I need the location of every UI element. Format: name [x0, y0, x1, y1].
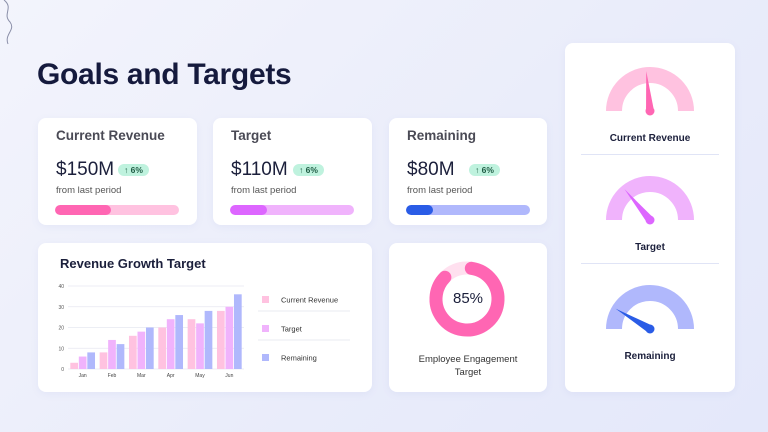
kpi-subtext: from last period — [56, 185, 122, 196]
engagement-value: 85% — [452, 290, 484, 307]
bar-current-revenue — [158, 327, 167, 369]
bar-target — [196, 323, 204, 369]
bar-current-revenue — [216, 310, 225, 369]
kpi-card-target: Target $110M ↑ 6% from last period — [213, 118, 372, 225]
gauge-arc — [606, 67, 694, 112]
progress-bar — [230, 205, 354, 215]
revenue-growth-bar-chart: 0 10 20 30 40 Jan Feb Mar Apr May Jun Current Reven… — [58, 284, 350, 379]
gauge-arc — [606, 176, 694, 221]
gauge-label: Remaining — [624, 351, 676, 362]
bar-remaining — [87, 352, 96, 369]
progress-fill — [230, 205, 268, 215]
x-tick-label: May — [195, 373, 205, 379]
donut-progress — [429, 261, 505, 337]
progress-fill — [55, 205, 111, 215]
y-tick-label: 0 — [61, 367, 64, 373]
bar-remaining — [145, 327, 154, 369]
gauge-needle — [615, 308, 653, 333]
gauge-needle-hub — [645, 215, 655, 225]
change-badge: ↑ 6% — [118, 164, 149, 176]
kpi-value: $110M — [231, 159, 288, 180]
progress-bar — [55, 205, 179, 215]
legend-label: Target — [281, 325, 303, 334]
divider — [581, 263, 719, 264]
gauge-label: Current Revenue — [609, 133, 691, 144]
legend-marker — [262, 354, 269, 361]
gauge-label: Target — [635, 242, 665, 253]
kpi-subtext: from last period — [407, 185, 473, 196]
kpi-value: $80M — [407, 159, 455, 180]
kpi-title: Target — [231, 128, 272, 143]
bar-current-revenue — [70, 362, 79, 369]
engagement-label: Employee Engagement Target — [418, 354, 518, 378]
kpi-card-remaining: Remaining $80M ↑ 6% from last period — [389, 118, 547, 225]
kpi-subtext: from last period — [231, 185, 297, 196]
y-tick-label: 20 — [58, 326, 64, 332]
revenue-growth-chart-card: Revenue Growth Target 0 10 20 30 40 Jan Feb Mar… — [38, 243, 372, 392]
x-tick-label: Apr — [167, 373, 175, 379]
kpi-card-current-revenue: Current Revenue $150M ↑ 6% from last per… — [38, 118, 197, 225]
kpi-title: Remaining — [407, 128, 477, 143]
engagement-card: 85% Employee Engagement Target — [389, 243, 547, 392]
progress-fill — [406, 205, 434, 215]
bar-target — [137, 331, 146, 369]
bar-remaining — [233, 294, 242, 369]
gauge-needle-hub — [645, 106, 655, 116]
gauge-arc — [606, 285, 694, 330]
bar-current-revenue — [99, 352, 108, 369]
bar-remaining — [175, 315, 184, 369]
bar-remaining — [116, 344, 125, 369]
kpi-title: Current Revenue — [56, 128, 165, 143]
chart-title: Revenue Growth Target — [60, 256, 206, 271]
change-badge: ↑ 6% — [293, 164, 324, 176]
bar-target — [78, 356, 87, 369]
x-tick-label: Jun — [225, 373, 233, 379]
gauges-svg — [606, 67, 694, 334]
gauges-panel: Current Revenue Target Remaining — [565, 43, 735, 392]
gauge-needle-hub — [645, 324, 655, 334]
bar-current-revenue — [128, 335, 137, 369]
bar-target — [225, 306, 234, 369]
y-tick-label: 10 — [58, 346, 64, 352]
bar-remaining — [204, 310, 213, 369]
gauge-needle — [646, 71, 654, 112]
bar-current-revenue — [187, 319, 196, 369]
progress-bar — [406, 205, 530, 215]
legend-marker — [262, 296, 269, 303]
bar-target — [108, 339, 116, 369]
bar-target — [166, 319, 175, 369]
divider — [581, 154, 719, 155]
engagement-donut — [429, 261, 505, 337]
gauge-needle — [624, 189, 654, 223]
x-tick-label: Feb — [108, 373, 117, 379]
legend-label: Remaining — [281, 354, 317, 363]
page-title: Goals and Targets — [37, 58, 292, 91]
decorative-squiggle — [3, 0, 13, 45]
kpi-value: $150M — [56, 159, 115, 180]
legend-label: Current Revenue — [281, 296, 338, 305]
change-badge: ↑ 6% — [469, 164, 500, 176]
legend-marker — [262, 325, 269, 332]
y-tick-label: 30 — [58, 305, 64, 311]
y-tick-label: 40 — [58, 284, 64, 290]
x-tick-label: Jan — [79, 373, 87, 379]
x-tick-label: Mar — [137, 373, 146, 379]
